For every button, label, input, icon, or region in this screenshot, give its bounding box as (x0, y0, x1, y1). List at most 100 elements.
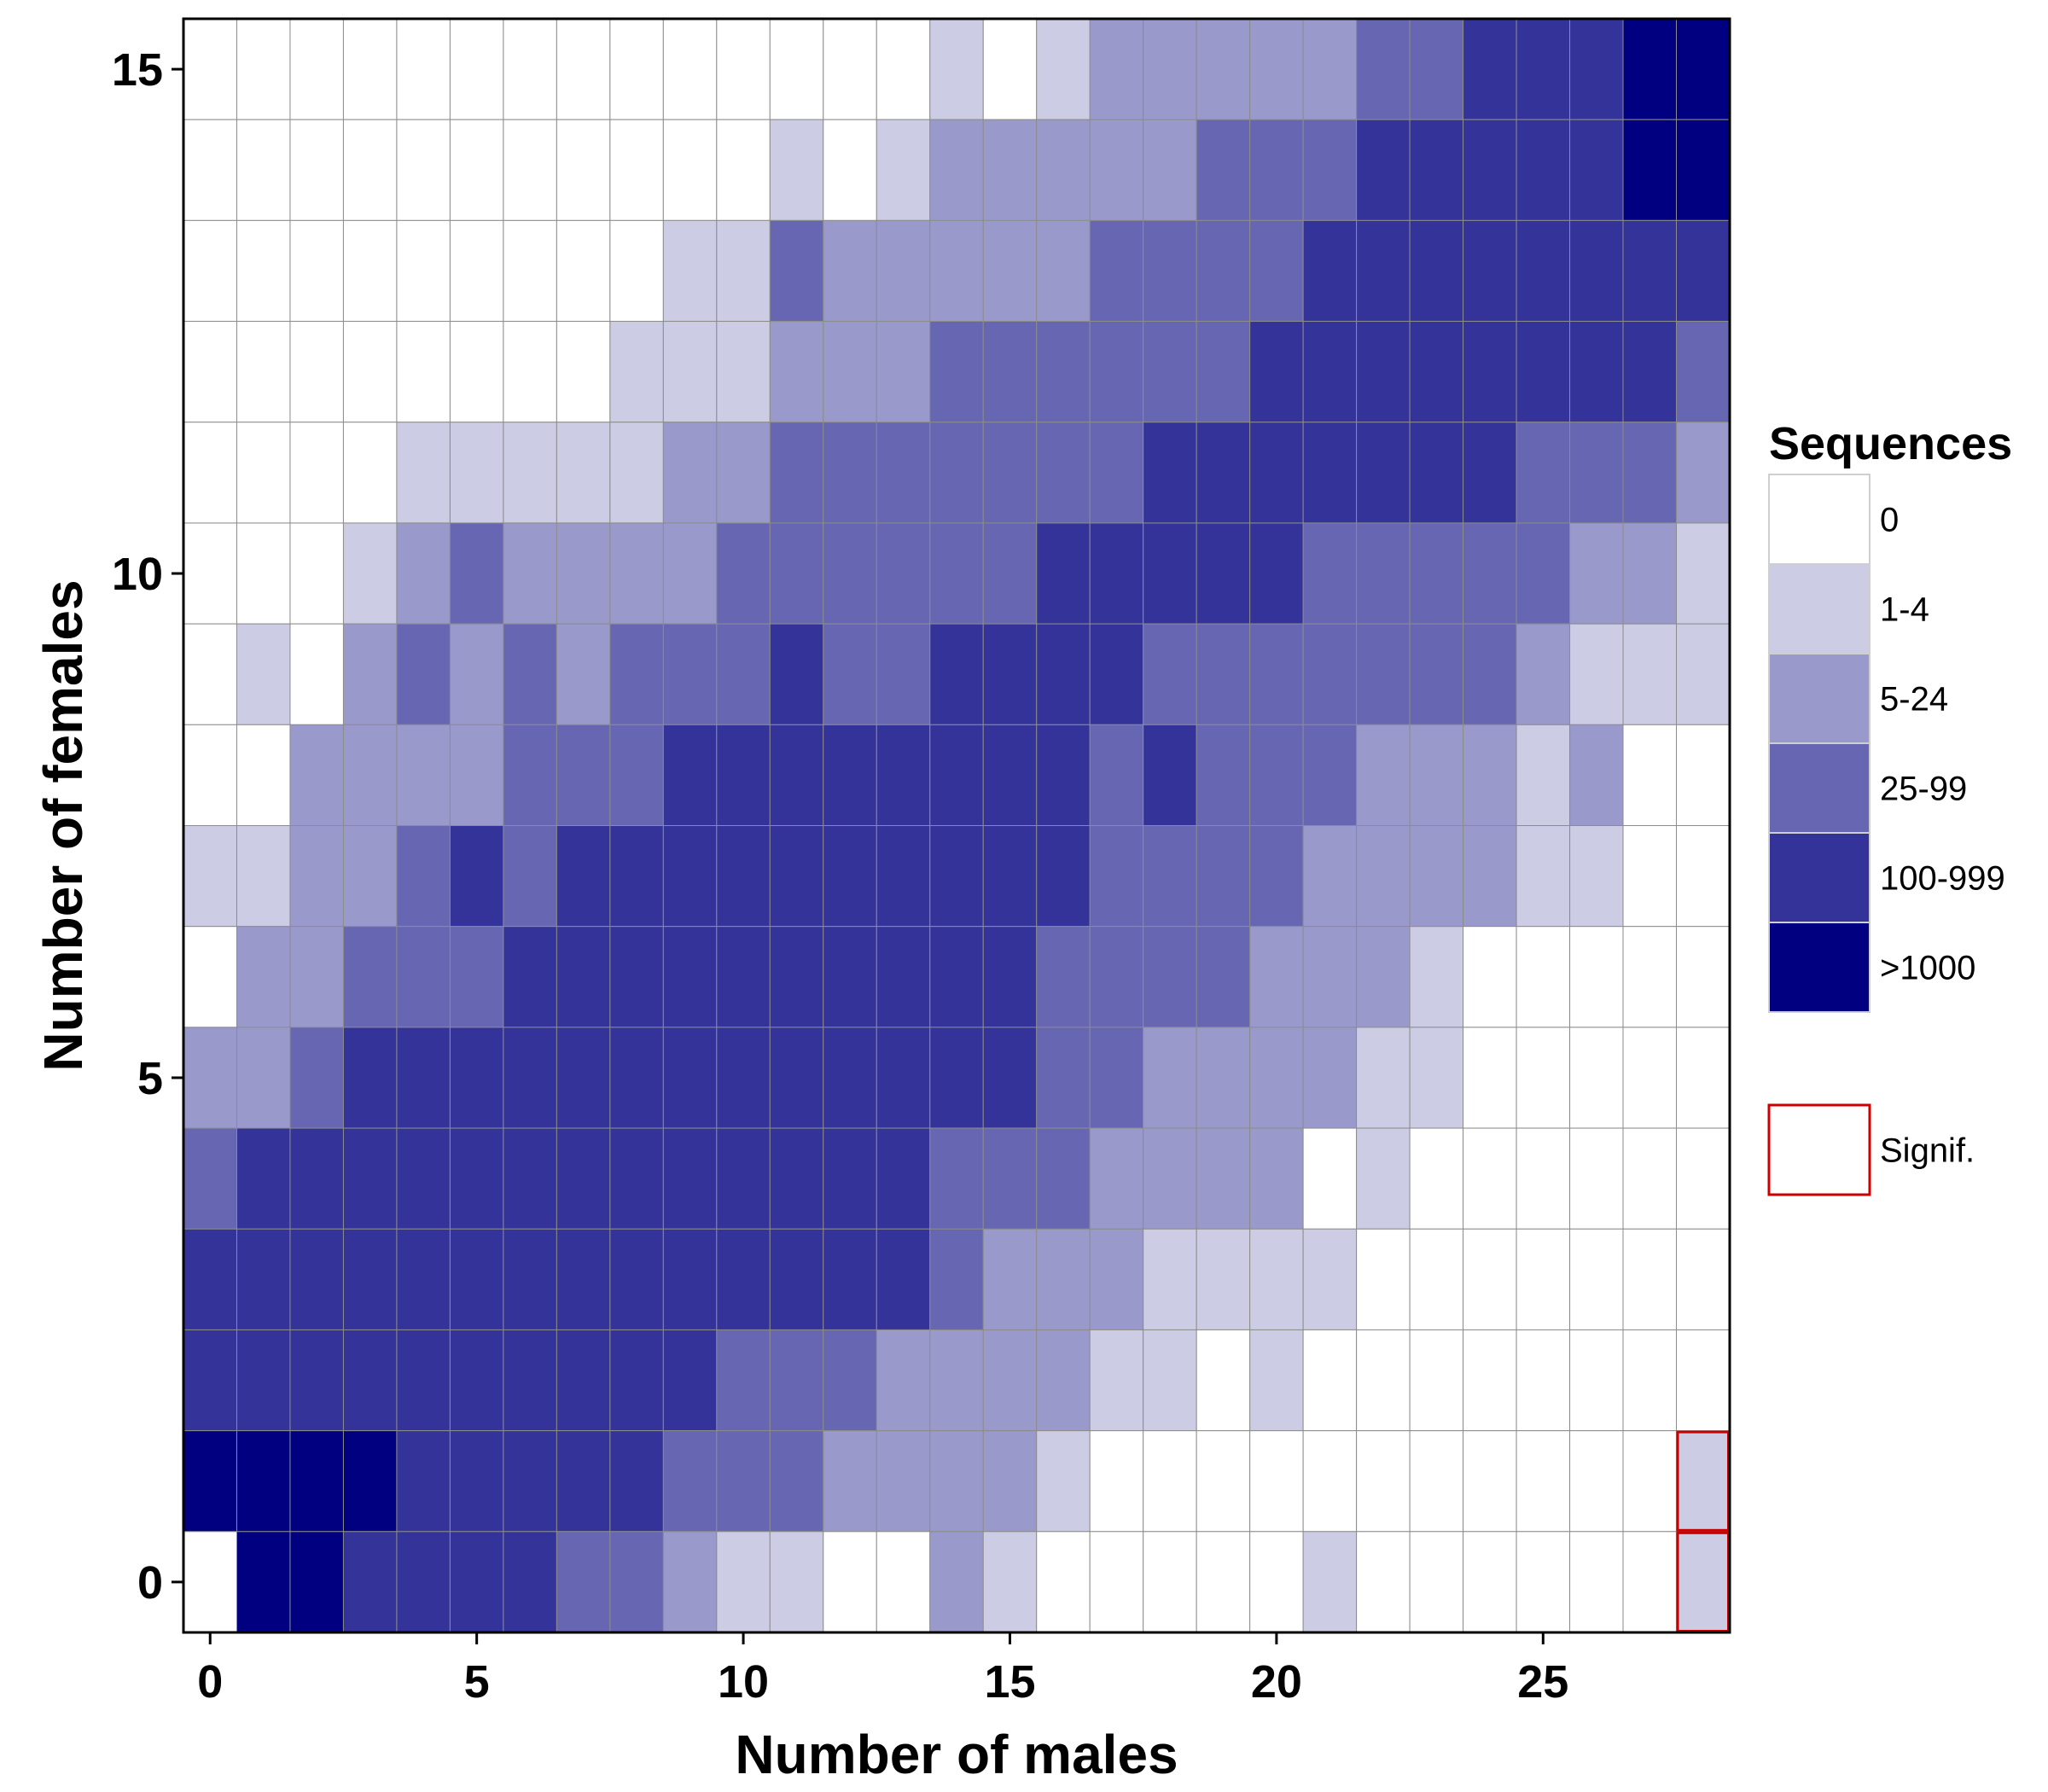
heatmap-cell (396, 623, 451, 725)
heatmap-cell (1516, 119, 1571, 221)
heatmap-cell (1036, 219, 1091, 323)
heatmap-cell (556, 623, 611, 725)
heatmap-cell (1409, 321, 1464, 423)
heatmap-cell (1196, 1329, 1251, 1432)
heatmap-cell (1143, 724, 1197, 826)
heatmap-cell (449, 724, 504, 826)
heatmap-cell (662, 623, 718, 725)
heatmap-cell (289, 623, 344, 725)
heatmap-cell (1516, 926, 1571, 1028)
heatmap-cell (929, 1430, 984, 1533)
heatmap-cell (1463, 321, 1517, 423)
heatmap-cell (716, 1430, 771, 1533)
heatmap-cell (1302, 18, 1358, 120)
legend-label: >1000 (1880, 950, 1975, 987)
heatmap-cell (1089, 1027, 1144, 1129)
heatmap-cell (1036, 522, 1091, 625)
heatmap-cell (982, 18, 1038, 120)
heatmap-cell (982, 1430, 1038, 1533)
heatmap-cell (1036, 623, 1091, 725)
heatmap-cell (1302, 119, 1358, 221)
heatmap-cell (609, 1430, 664, 1533)
heatmap-cell (716, 1329, 771, 1432)
heatmap-cell (289, 825, 344, 928)
heatmap-cell (1143, 18, 1197, 120)
y-axis: 0 5 10 15 (112, 44, 183, 1609)
heatmap-cell (396, 219, 451, 323)
heatmap-cell (1356, 422, 1411, 524)
heatmap-cell (876, 1430, 931, 1533)
heatmap-cell (1409, 18, 1464, 120)
heatmap-cell (769, 119, 824, 221)
heatmap-cell (1676, 422, 1731, 524)
heatmap-cell (716, 422, 771, 524)
heatmap-cell (289, 18, 344, 120)
heatmap-cell (236, 1531, 291, 1633)
heatmap-cell (236, 219, 291, 323)
heatmap-cell (1569, 321, 1624, 423)
panel-border (182, 17, 1731, 1634)
heatmap-cell (1089, 1531, 1144, 1633)
heatmap-cell (662, 1027, 718, 1129)
heatmap-cell (1356, 1027, 1411, 1129)
x-axis: 0 5 10 15 20 25 (197, 1632, 1568, 1708)
heatmap-cells (183, 18, 1731, 1633)
heatmap-cell (1676, 119, 1731, 221)
heatmap-cell (1356, 119, 1411, 221)
heatmap-cell (876, 18, 931, 120)
heatmap-cell (662, 18, 718, 120)
heatmap-cell (1409, 422, 1464, 524)
heatmap-cell (1622, 1228, 1678, 1330)
heatmap-cell (1409, 1531, 1464, 1633)
heatmap-cell (1036, 1329, 1091, 1432)
heatmap-cell (1622, 321, 1678, 423)
x-tick-label: 25 (1517, 1656, 1568, 1708)
heatmap-cell (1676, 1127, 1731, 1230)
heatmap-cell (1249, 119, 1304, 221)
heatmap-cell (1569, 119, 1624, 221)
heatmap-cell (289, 119, 344, 221)
heatmap-cell (1356, 825, 1411, 928)
heatmap-cell (183, 1127, 237, 1230)
heatmap-cell (1036, 18, 1091, 120)
heatmap-cell (1516, 724, 1571, 826)
heatmap-cell (823, 1127, 877, 1230)
heatmap-cell (1302, 219, 1358, 323)
heatmap-cell (556, 321, 611, 423)
heatmap-cell (1622, 522, 1678, 625)
heatmap-cell (449, 18, 504, 120)
heatmap-cell (1196, 623, 1251, 725)
heatmap-cell (289, 1127, 344, 1230)
heatmap-cell (183, 1027, 237, 1129)
heatmap-cell (1356, 522, 1411, 625)
heatmap-cell (662, 522, 718, 625)
heatmap-cell (662, 422, 718, 524)
heatmap-cell (1516, 219, 1571, 323)
heatmap-cell (1676, 219, 1731, 323)
heatmap-cell (1089, 1430, 1144, 1533)
heatmap-cell (342, 1027, 398, 1129)
heatmap-cell (1089, 1127, 1144, 1230)
heatmap-cell (1676, 623, 1731, 725)
heatmap-cell (609, 926, 664, 1028)
heatmap-cell (823, 422, 877, 524)
heatmap-cell (609, 1127, 664, 1230)
legend-label: 0 (1880, 502, 1899, 539)
heatmap-cell (396, 1027, 451, 1129)
heatmap-cell (342, 1430, 398, 1533)
heatmap-cell (1409, 724, 1464, 826)
heatmap-cell (289, 219, 344, 323)
heatmap-cell (556, 18, 611, 120)
heatmap-cell (929, 522, 984, 625)
heatmap-cell (396, 321, 451, 423)
heatmap-cell (609, 1228, 664, 1330)
heatmap-cell (236, 1027, 291, 1129)
heatmap-cell (1569, 623, 1624, 725)
heatmap-cell (1676, 926, 1731, 1028)
heatmap-cell (1516, 422, 1571, 524)
heatmap-cell (1302, 1127, 1358, 1230)
heatmap-cell (769, 422, 824, 524)
heatmap-cell (929, 422, 984, 524)
heatmap-cell (1036, 825, 1091, 928)
heatmap-cell (1569, 422, 1624, 524)
